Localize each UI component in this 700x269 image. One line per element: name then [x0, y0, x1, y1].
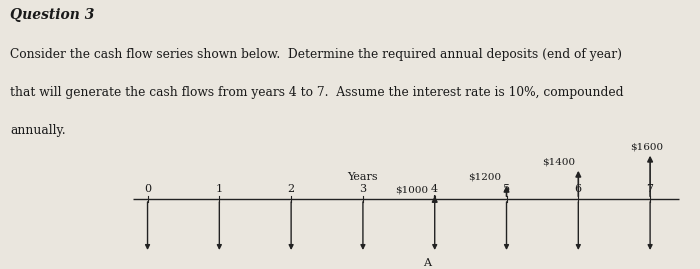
Text: $1000: $1000 [395, 186, 428, 195]
Text: $1600: $1600 [630, 143, 663, 152]
Text: 0: 0 [144, 184, 151, 194]
Text: A: A [424, 258, 431, 268]
Text: 6: 6 [575, 184, 582, 194]
Text: that will generate the cash flows from years 4 to 7.  Assume the interest rate i: that will generate the cash flows from y… [10, 86, 624, 99]
Text: Consider the cash flow series shown below.  Determine the required annual deposi: Consider the cash flow series shown belo… [10, 48, 622, 61]
Text: annually.: annually. [10, 124, 66, 137]
Text: Question 3: Question 3 [10, 8, 95, 22]
Text: 3: 3 [359, 184, 367, 194]
Text: Years: Years [348, 172, 378, 182]
Text: 4: 4 [431, 184, 438, 194]
Text: 1: 1 [216, 184, 223, 194]
Text: $1400: $1400 [542, 158, 575, 167]
Text: 7: 7 [647, 184, 654, 194]
Text: $1200: $1200 [468, 173, 501, 182]
Text: 5: 5 [503, 184, 510, 194]
Text: 2: 2 [288, 184, 295, 194]
